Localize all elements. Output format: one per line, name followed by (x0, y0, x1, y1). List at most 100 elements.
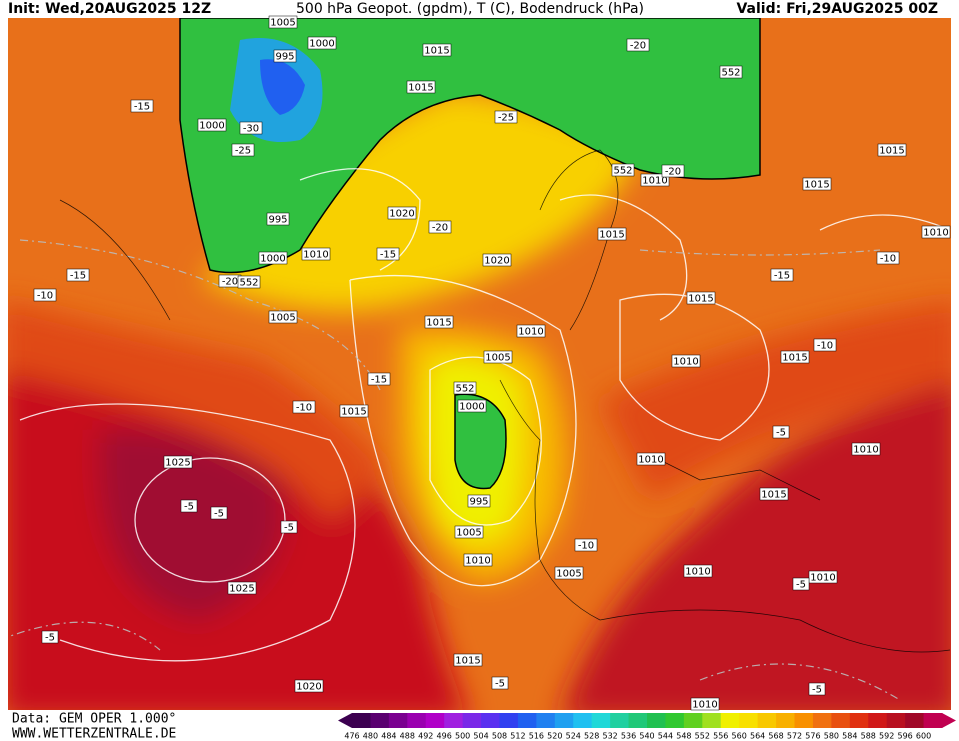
label-box (66, 268, 90, 282)
map-label: 1015 (424, 46, 449, 57)
colorbar-swatch (591, 713, 611, 728)
map-label: -10 (880, 254, 896, 265)
map-label: 1015 (341, 407, 366, 418)
colorbar-label: 496 (437, 732, 452, 741)
map-label: -25 (235, 146, 251, 157)
colorbar-swatch (702, 713, 722, 728)
site-name: WWW.WETTERZENTRALE.DE (12, 727, 176, 741)
map-label: 1015 (408, 83, 433, 94)
map-label: 1015 (804, 180, 829, 191)
map-label: 1015 (782, 353, 807, 364)
label-box (876, 251, 900, 265)
colorbar-swatch (905, 713, 925, 728)
label-box (453, 381, 477, 395)
colorbar-label: 492 (418, 732, 433, 741)
colorbar-swatch (407, 713, 427, 728)
map-label: 1015 (455, 656, 480, 667)
label-box (636, 452, 666, 466)
label-box (671, 354, 701, 368)
colorbar-label: 516 (529, 732, 544, 741)
map (8, 18, 951, 710)
map-label: 552 (239, 278, 258, 289)
map-label: -5 (45, 633, 55, 644)
colorbar-swatch (444, 713, 464, 728)
colorbar-swatch (720, 713, 740, 728)
colorbar-swatch (554, 713, 574, 728)
map-label: -20 (665, 167, 681, 178)
map-title: 500 hPa Geopot. (gpdm), T (C), Bodendruc… (296, 1, 644, 17)
colorbar-label: 588 (861, 732, 876, 741)
map-label: 1005 (456, 528, 481, 539)
map-label: -5 (812, 685, 822, 696)
map-label: 1010 (673, 357, 698, 368)
label-box (574, 538, 598, 552)
label-box (130, 99, 154, 113)
label-box (851, 442, 881, 456)
label-box (258, 251, 288, 265)
label-box (307, 36, 337, 50)
map-label: 1010 (923, 228, 948, 239)
map-label: 1020 (296, 682, 321, 693)
colorbar-label: 484 (381, 732, 396, 741)
label-box (483, 350, 513, 364)
label-box (273, 49, 297, 63)
colorbar-label: 480 (363, 732, 378, 741)
colorbar-swatch (776, 713, 795, 728)
label-box (406, 80, 436, 94)
map-label: -30 (243, 124, 259, 135)
colorbar-swatch (647, 713, 666, 728)
label-box (780, 350, 810, 364)
label-box (516, 324, 546, 338)
colorbar-label: 512 (510, 732, 525, 741)
colorbar-label: 476 (344, 732, 359, 741)
map-label: -25 (498, 113, 514, 124)
colorbar-label: 536 (621, 732, 636, 741)
label-box (301, 247, 331, 261)
map-label: 1005 (556, 569, 581, 580)
map-label: 552 (721, 68, 740, 79)
colorbar-swatch (425, 713, 445, 728)
colorbar-swatch (610, 713, 630, 728)
label-box (163, 455, 193, 469)
label-box (661, 164, 685, 178)
label-box (611, 163, 635, 177)
colorbar-swatch (923, 713, 943, 728)
colorbar-label: 504 (473, 732, 488, 741)
colorbar-label: 560 (732, 732, 747, 741)
colorbar-swatch (849, 713, 869, 728)
map-label: -20 (630, 41, 646, 52)
map-label: 1000 (459, 402, 484, 413)
label-box (231, 143, 255, 157)
label-box (239, 121, 263, 135)
map-label: 1020 (389, 209, 414, 220)
map-label: 1010 (303, 250, 328, 261)
map-label: -10 (817, 341, 833, 352)
colorbar-label: 564 (750, 732, 765, 741)
map-label: -5 (776, 428, 786, 439)
label-box (294, 679, 324, 693)
map-label: 1025 (229, 584, 254, 595)
label-box (454, 525, 484, 539)
map-label: 1000 (199, 121, 224, 132)
colorbar-label: 572 (787, 732, 802, 741)
colorbar-label: 596 (897, 732, 912, 741)
label-box (292, 400, 316, 414)
label-box (554, 566, 584, 580)
label-box (482, 253, 512, 267)
map-label: -5 (284, 523, 294, 534)
valid-time: Valid: Fri,29AUG2025 00Z (736, 1, 938, 17)
label-box (467, 494, 491, 508)
colorbar-label: 580 (824, 732, 839, 741)
colorbar-label: 548 (676, 732, 691, 741)
label-box (428, 220, 452, 234)
map-label: -15 (371, 375, 387, 386)
map-label: 1005 (270, 18, 295, 29)
colorbar-label: 600 (916, 732, 931, 741)
colorbar-swatch (868, 713, 888, 728)
map-label: 1020 (484, 256, 509, 267)
label-box (802, 177, 832, 191)
map-label: 1010 (465, 556, 490, 567)
label-box (921, 225, 951, 239)
label-box (268, 15, 298, 29)
